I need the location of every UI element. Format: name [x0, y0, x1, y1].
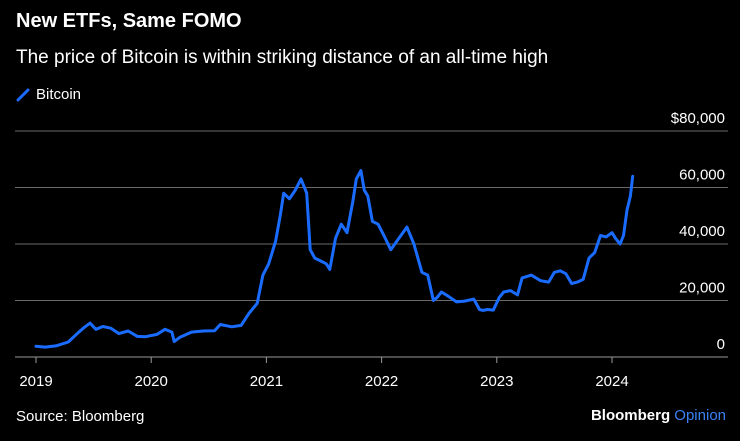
grid-layer: 0 20,000 40,000 60,000 $80,000: [15, 110, 728, 358]
series-line-bitcoin: [34, 169, 635, 349]
brand-logo: Bloomberg Opinion: [591, 407, 726, 424]
x-tick-label: 2020: [135, 373, 168, 390]
legend-swatch-icon: [16, 88, 30, 101]
x-tick-label: 2024: [595, 373, 628, 390]
x-tick-label: 2023: [480, 373, 513, 390]
y-tick-label: 20,000: [679, 280, 725, 297]
source-note: Source: Bloomberg: [16, 408, 145, 425]
x-tick-label: 2021: [250, 373, 283, 390]
y-tick-label: $80,000: [671, 110, 725, 127]
x-tick-label: 2019: [19, 373, 52, 390]
y-tick-label: 0: [717, 336, 725, 353]
series-layer: [34, 169, 635, 349]
chart-subtitle: The price of Bitcoin is within striking …: [16, 47, 549, 68]
brand-name: Bloomberg: [590, 407, 671, 424]
legend-label-bitcoin: Bitcoin: [36, 86, 82, 103]
y-tick-label: 40,000: [679, 223, 725, 240]
chart-title: New ETFs, Same FOMO: [16, 10, 242, 32]
y-tick-label: 60,000: [679, 167, 725, 184]
x-axis: 2019 2020 2021 2022 2023 2024: [19, 357, 629, 390]
x-tick-label: 2022: [365, 373, 398, 390]
brand-suffix: Opinion: [674, 407, 726, 424]
legend: Bitcoin: [16, 86, 81, 103]
